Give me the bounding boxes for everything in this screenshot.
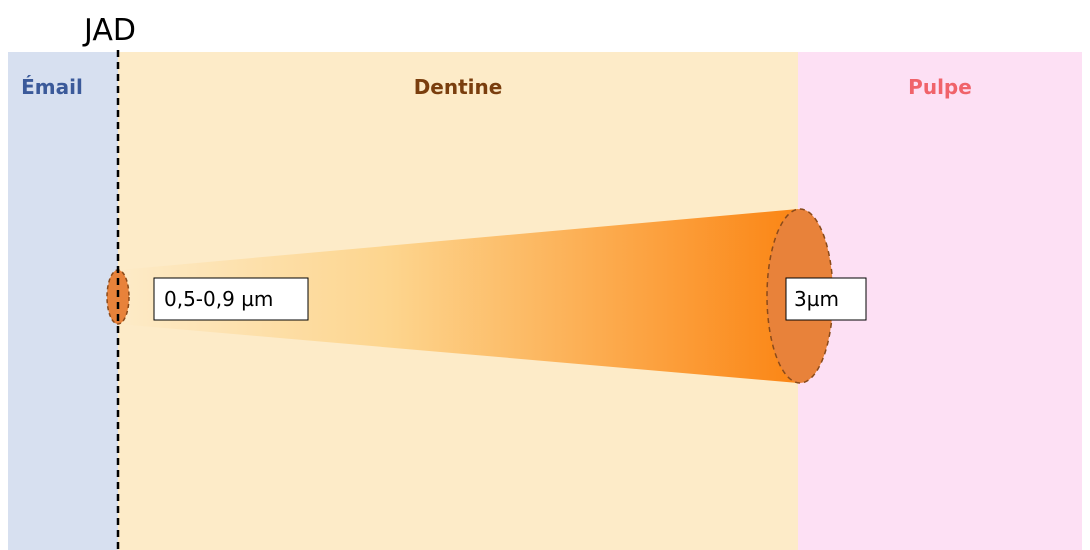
dentine-label: Dentine (414, 75, 503, 99)
large-label: 3µm (794, 287, 839, 311)
page: {"labels": {"jad": "JAD", "email": "Émai… (0, 0, 1090, 550)
jad-label: JAD (82, 13, 136, 48)
diagram: JAD Émail Dentine Pulpe 0,5-0,9 µm 3µm (0, 0, 1090, 550)
pulpe-label: Pulpe (908, 75, 972, 99)
email-zone (8, 52, 118, 550)
email-label: Émail (21, 75, 83, 99)
small-label: 0,5-0,9 µm (164, 287, 273, 311)
